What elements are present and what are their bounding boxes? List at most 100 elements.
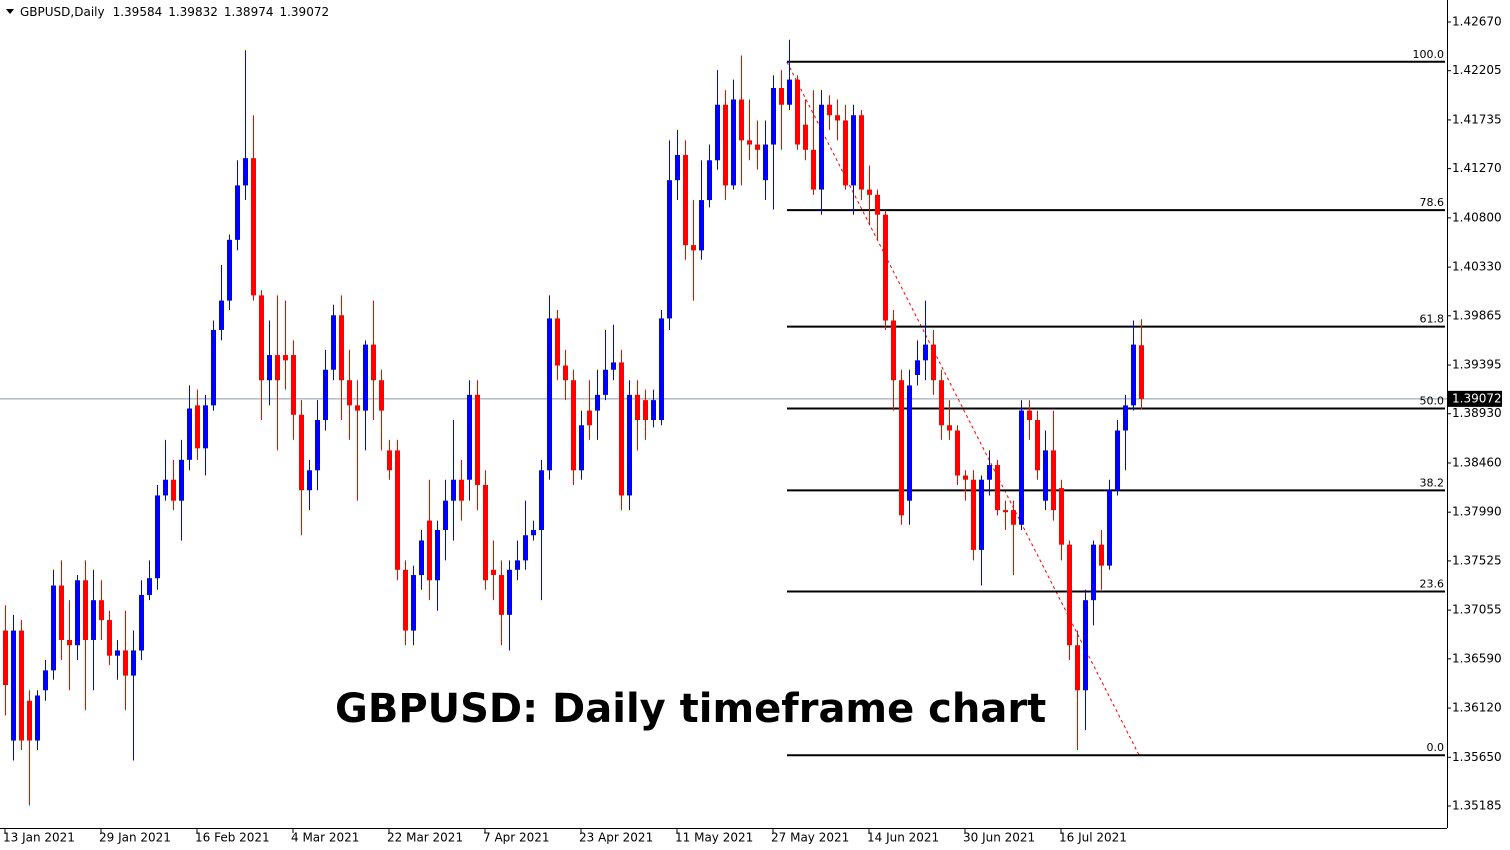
candle-body bbox=[1019, 410, 1024, 525]
y-tick-label: 1.41270 bbox=[1452, 161, 1502, 175]
candle-body bbox=[315, 420, 320, 471]
candle-body bbox=[1123, 405, 1128, 431]
candle-body bbox=[619, 362, 624, 496]
candle-body bbox=[371, 344, 376, 381]
annotation: GBPUSD: Daily timeframe chart bbox=[335, 686, 1046, 732]
candle-body bbox=[363, 344, 368, 411]
candle-body bbox=[419, 540, 424, 576]
candle-body bbox=[251, 158, 256, 296]
candle-body bbox=[227, 239, 232, 301]
y-tick-label: 1.37055 bbox=[1452, 603, 1502, 617]
candle-body bbox=[755, 144, 760, 150]
symbol: GBPUSD,Daily bbox=[20, 5, 105, 19]
candle-body bbox=[779, 87, 784, 105]
candle-body bbox=[851, 115, 856, 186]
candle-body bbox=[59, 585, 64, 640]
candle-body bbox=[219, 300, 224, 330]
candle-body bbox=[1043, 450, 1048, 501]
candle-body bbox=[827, 104, 832, 116]
low-value: 1.38974 bbox=[224, 5, 274, 19]
y-tick-label: 1.38930 bbox=[1452, 406, 1502, 420]
candle-body bbox=[563, 365, 568, 381]
candle-body bbox=[3, 630, 8, 686]
candle-body bbox=[1067, 544, 1072, 646]
candle-body bbox=[555, 318, 560, 366]
x-tick-label: 16 Feb 2021 bbox=[195, 831, 270, 845]
candle-body bbox=[179, 459, 184, 501]
candle-body bbox=[915, 360, 920, 375]
candle-body bbox=[691, 245, 696, 251]
candle-body bbox=[163, 479, 168, 496]
candle-body bbox=[1027, 410, 1032, 421]
candle-body bbox=[307, 470, 312, 491]
candle-body bbox=[51, 585, 56, 671]
candle-body bbox=[611, 362, 616, 370]
candle-body bbox=[443, 500, 448, 531]
y-tick-label: 1.42670 bbox=[1452, 14, 1502, 28]
candle-body bbox=[939, 380, 944, 426]
y-tick-label: 1.40800 bbox=[1452, 210, 1502, 224]
candle-body bbox=[235, 185, 240, 240]
candle-body bbox=[243, 158, 248, 186]
candle-body bbox=[819, 104, 824, 190]
y-tick-label: 1.39865 bbox=[1452, 308, 1502, 322]
candle-body bbox=[707, 160, 712, 201]
candle-body bbox=[411, 575, 416, 631]
candle-body bbox=[451, 479, 456, 501]
x-tick-label: 11 May 2021 bbox=[675, 831, 753, 845]
candle-body bbox=[667, 180, 672, 319]
candle-body bbox=[35, 695, 40, 741]
candle-body bbox=[603, 369, 608, 395]
candle-body bbox=[19, 630, 24, 741]
candle-body bbox=[595, 394, 600, 411]
candle-body bbox=[139, 594, 144, 651]
candle-body bbox=[1131, 344, 1136, 406]
candle-body bbox=[547, 318, 552, 471]
candle-body bbox=[499, 575, 504, 615]
candle-body bbox=[387, 450, 392, 471]
candle-body bbox=[1107, 490, 1112, 566]
open-value: 1.39584 bbox=[113, 5, 163, 19]
candle-body bbox=[1139, 345, 1144, 399]
candle-body bbox=[763, 144, 768, 181]
candle-body bbox=[339, 315, 344, 381]
candle-body bbox=[523, 535, 528, 561]
candle-body bbox=[435, 530, 440, 581]
candle-body bbox=[187, 408, 192, 460]
candle-body bbox=[875, 194, 880, 215]
candle-body bbox=[1051, 450, 1056, 511]
candle-body bbox=[171, 479, 176, 501]
y-tick-label: 1.36120 bbox=[1452, 701, 1502, 715]
menu-triangle bbox=[6, 9, 14, 14]
candle-body bbox=[979, 479, 984, 550]
candle-body bbox=[747, 140, 752, 145]
candle-body bbox=[907, 385, 912, 501]
y-tick-label: 1.37525 bbox=[1452, 553, 1502, 567]
close-value: 1.39072 bbox=[279, 5, 329, 19]
x-tick-label: 14 Jun 2021 bbox=[867, 831, 939, 845]
candle-body bbox=[683, 155, 688, 246]
candle-body bbox=[579, 425, 584, 471]
candle-body bbox=[659, 318, 664, 421]
candle-body bbox=[995, 465, 1000, 511]
candle-body bbox=[571, 380, 576, 471]
candle-body bbox=[11, 630, 16, 741]
candle-body bbox=[131, 650, 136, 676]
candle-body bbox=[795, 79, 800, 145]
y-tick-label: 1.42205 bbox=[1452, 63, 1502, 77]
candle-body bbox=[787, 79, 792, 105]
candle-body bbox=[491, 569, 496, 576]
fib-level-label: 100.0 bbox=[1413, 48, 1445, 61]
high-value: 1.39832 bbox=[168, 5, 218, 19]
candle-body bbox=[259, 295, 264, 381]
x-tick-label: 4 Mar 2021 bbox=[291, 831, 359, 845]
fib-level-label: 50.0 bbox=[1420, 395, 1445, 408]
candle-body bbox=[323, 369, 328, 421]
y-tick-label: 1.41735 bbox=[1452, 112, 1502, 126]
current-price-label: 1.39072 bbox=[1452, 391, 1502, 405]
y-tick-label: 1.35185 bbox=[1452, 799, 1502, 813]
candle-body bbox=[123, 650, 128, 676]
candle-body bbox=[891, 320, 896, 381]
candle-body bbox=[675, 155, 680, 181]
